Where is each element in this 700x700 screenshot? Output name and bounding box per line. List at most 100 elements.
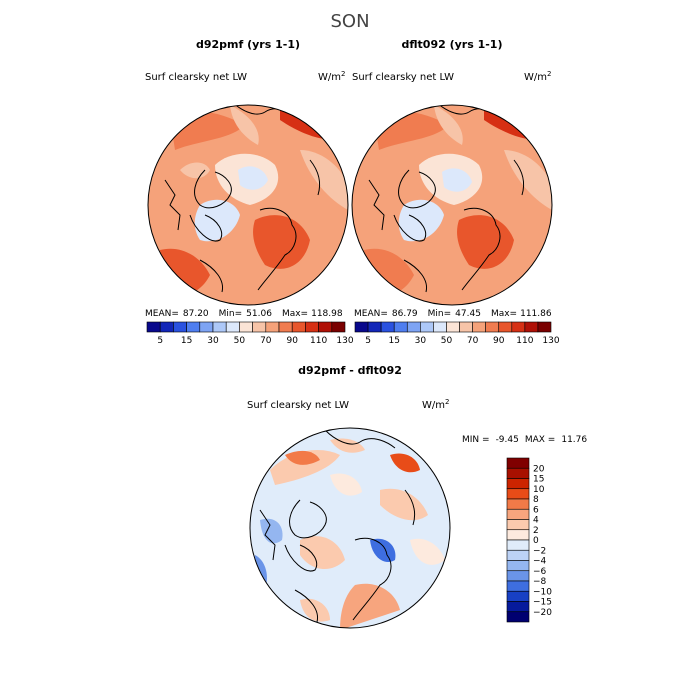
units-label: W/m2 bbox=[524, 70, 551, 83]
colorbar-tick-label: −2 bbox=[533, 546, 546, 556]
colorbar-tick-label: 130 bbox=[542, 336, 559, 346]
min-label: MIN = bbox=[462, 435, 490, 445]
colorbar-swatch bbox=[331, 321, 346, 333]
colorbar-swatch bbox=[305, 321, 319, 333]
colorbar-swatch bbox=[146, 321, 161, 333]
colorbar-tick-label: 2 bbox=[533, 526, 539, 536]
colorbar-swatch bbox=[506, 457, 530, 469]
map-field bbox=[250, 428, 450, 628]
colorbar-tick-label: 50 bbox=[441, 336, 453, 346]
units-text: W/m bbox=[318, 72, 341, 83]
colorbar-tick-label: 130 bbox=[336, 336, 353, 346]
colorbar-tick-label: 8 bbox=[533, 495, 539, 505]
colorbar-swatch bbox=[239, 321, 253, 333]
colorbar-swatch bbox=[506, 560, 530, 572]
colorbar-swatch bbox=[506, 488, 530, 500]
panel-title: dflt092 (yrs 1-1) bbox=[402, 38, 503, 51]
colorbar-swatch bbox=[498, 321, 513, 333]
colorbar-swatch bbox=[506, 601, 530, 613]
coastlines bbox=[259, 429, 416, 623]
colorbar-tick-label: −20 bbox=[533, 608, 552, 618]
colorbar-swatch bbox=[485, 321, 500, 333]
colorbar-tick-label: −8 bbox=[533, 577, 547, 587]
colorbar-tick-label: 15 bbox=[388, 336, 399, 346]
colorbar-tick-label: 15 bbox=[533, 475, 544, 485]
colorbar-tick-label: 4 bbox=[533, 516, 539, 526]
colorbar-tick-label: 70 bbox=[260, 336, 272, 346]
colorbar-swatch bbox=[506, 570, 530, 582]
min-label: Min= bbox=[428, 309, 452, 319]
colorbar-tick-label: 15 bbox=[181, 336, 192, 346]
mean-value: 86.79 bbox=[392, 309, 418, 319]
colorbar-tick-label: −4 bbox=[533, 557, 547, 567]
map-outline bbox=[147, 104, 349, 306]
units-label: W/m2 bbox=[318, 70, 345, 83]
mean-value: 87.20 bbox=[183, 309, 209, 319]
colorbar-swatch bbox=[186, 321, 201, 333]
colorbar-swatch bbox=[406, 321, 421, 333]
colorbar-swatch bbox=[506, 580, 530, 592]
panel-title: d92pmf - dflt092 bbox=[298, 364, 402, 377]
colorbar-swatch bbox=[506, 467, 530, 479]
colorbar-tick-label: 0 bbox=[533, 536, 539, 546]
colorbar-swatch bbox=[511, 321, 526, 333]
panel-difference: d92pmf - dflt092 Surf clearsky net LW W/… bbox=[247, 364, 587, 629]
stats-line: MEAN= 86.79 Min= 47.45 Max= 111.86 bbox=[354, 309, 552, 319]
panel-dflt092: dflt092 (yrs 1-1) Surf clearsky net LW W… bbox=[351, 38, 560, 346]
colorbar-swatch bbox=[506, 590, 530, 602]
max-value: 118.98 bbox=[311, 309, 343, 319]
map-field bbox=[352, 105, 552, 305]
colorbar-swatch bbox=[506, 519, 530, 531]
colorbar-swatch bbox=[354, 321, 369, 333]
field-label: Surf clearsky net LW bbox=[247, 400, 349, 411]
panel-title: d92pmf (yrs 1-1) bbox=[196, 38, 300, 51]
max-value: 111.86 bbox=[520, 309, 552, 319]
max-label: Max= bbox=[282, 309, 308, 319]
colorbar-tick-label: 6 bbox=[533, 505, 539, 515]
colorbar-tick-label: −15 bbox=[533, 598, 552, 608]
colorbar-swatch bbox=[212, 321, 227, 333]
min-value: -9.45 bbox=[496, 435, 519, 445]
colorbar-swatch bbox=[278, 321, 293, 333]
colorbar-swatch bbox=[506, 611, 530, 623]
max-label: MAX = bbox=[525, 435, 556, 445]
colorbar-tick-label: 70 bbox=[467, 336, 479, 346]
colorbar-swatch bbox=[393, 321, 408, 333]
colorbar-swatch bbox=[252, 321, 267, 333]
colorbar-tick-label: 30 bbox=[207, 336, 219, 346]
stats-line: MIN = -9.45 MAX = 11.76 bbox=[462, 435, 587, 445]
colorbar-d92pmf: 5 15 30 50 70 90 110 130 bbox=[146, 321, 354, 346]
colorbar-tick-label: 5 bbox=[157, 336, 163, 346]
units-text: W/m bbox=[524, 72, 547, 83]
colorbar-tick-label: 90 bbox=[286, 336, 298, 346]
map-field bbox=[148, 105, 348, 305]
max-value: 11.76 bbox=[561, 435, 587, 445]
colorbar-swatch bbox=[537, 321, 552, 333]
colorbar-swatch bbox=[159, 321, 174, 333]
colorbar-swatch bbox=[225, 321, 240, 333]
colorbar-swatch bbox=[472, 321, 486, 333]
colorbar-tick-label: −10 bbox=[533, 587, 552, 597]
colorbar-swatch bbox=[524, 321, 539, 333]
units-exp: 2 bbox=[547, 70, 551, 78]
colorbar-swatch bbox=[506, 508, 530, 520]
colorbar-tick-label: 30 bbox=[415, 336, 427, 346]
colorbar-tick-label: 5 bbox=[365, 336, 371, 346]
min-label: Min= bbox=[219, 309, 243, 319]
colorbar-swatch bbox=[265, 321, 280, 333]
colorbar-swatch bbox=[459, 321, 473, 333]
colorbar-swatch bbox=[380, 321, 395, 333]
colorbar-swatch bbox=[506, 539, 530, 551]
colorbar-swatch bbox=[433, 321, 447, 333]
panel-d92pmf: d92pmf (yrs 1-1) Surf clearsky net LW W/… bbox=[145, 38, 354, 346]
colorbar-swatch bbox=[506, 549, 530, 561]
colorbar-swatch bbox=[291, 321, 306, 333]
colorbar-swatch bbox=[199, 321, 214, 333]
mean-label: MEAN= bbox=[354, 309, 388, 319]
mean-label: MEAN= bbox=[145, 309, 179, 319]
field-label: Surf clearsky net LW bbox=[352, 72, 454, 83]
colorbar-swatch bbox=[367, 321, 382, 333]
colorbar-swatch bbox=[173, 321, 187, 333]
